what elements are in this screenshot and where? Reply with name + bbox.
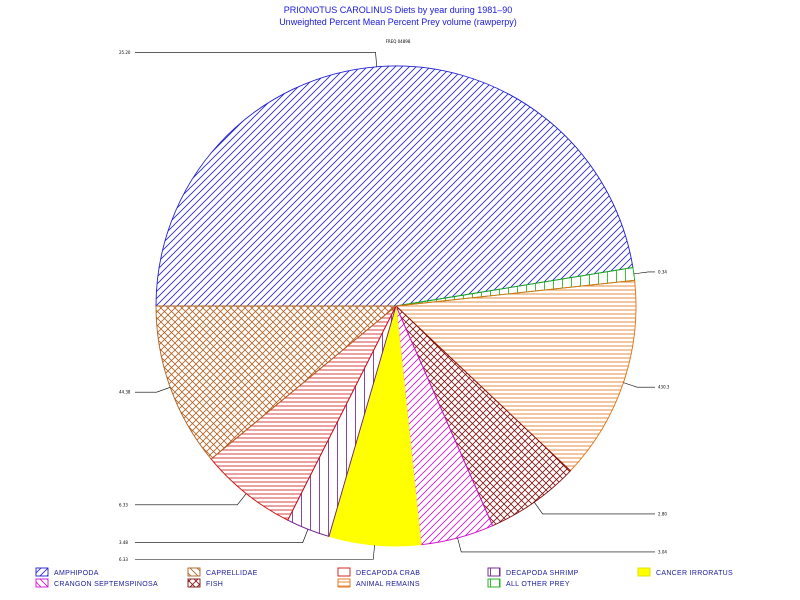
legend-swatch-decapoda-shrimp (487, 567, 501, 577)
chart-title: PRIONOTUS CAROLINUS Diets by year during… (284, 5, 513, 15)
legend-label-animal-remains: ANIMAL REMAINS (356, 581, 420, 588)
slice-label-fish: 2.80 (658, 511, 667, 516)
legend-label-crangon-septemspinosa: CRANGON SEPTEMSPINOSA (54, 581, 158, 588)
legend-label-cancer-irroratus: CANCER IRRORATUS (656, 570, 733, 577)
legend-swatch-decapoda-crab (337, 567, 351, 577)
legend-label-decapoda-shrimp: DECAPODA SHRIMP (506, 570, 579, 577)
slice-label-all-other-prey: 0.34 (658, 269, 667, 274)
legend-swatch-amphipoda (35, 567, 49, 577)
legend-swatch-fish (187, 578, 201, 588)
pie-slices (155, 65, 637, 547)
legend-swatch-animal-remains (337, 578, 351, 588)
slice-label-animal-remains: 430.3 (658, 385, 670, 390)
leader-line-cancer-irroratus (135, 545, 375, 560)
legend-label-fish: FISH (206, 581, 223, 588)
slice-label-crangon-septemspinosa: 3.04 (658, 549, 667, 554)
pie-top-label: FREQ 04898 (386, 39, 411, 44)
legend-swatch-cancer-irroratus (637, 567, 651, 577)
legend-label-all-other-prey: ALL OTHER PREY (506, 581, 570, 588)
legend: AMPHIPODA CRANGON SEPTEMSPINOSA CAPRELLIDA… (35, 567, 733, 588)
leader-line-decapoda-crab (135, 493, 247, 506)
slice-label-decapoda-shrimp: 3.48 (119, 540, 128, 545)
leader-line-animal-remains (623, 382, 655, 388)
legend-swatch-caprellidae (187, 567, 201, 577)
pie-slice-animal-remains (394, 279, 637, 472)
legend-swatch-crangon-septemspinosa (35, 578, 49, 588)
chart-subtitle: Unweighted Percent Mean Percent Prey vol… (279, 17, 517, 27)
slice-label-amphipoda: 25.20 (119, 50, 131, 55)
leader-line-amphipoda (135, 52, 378, 67)
leader-line-fish (534, 501, 655, 515)
pie-slice-amphipoda (155, 65, 634, 307)
pie-slice-caprellidae (155, 305, 398, 460)
leader-line-decapoda-shrimp (135, 529, 309, 543)
legend-swatch-all-other-prey (487, 578, 501, 588)
slice-labels: 25.20 0.34 430.3 2.80 3.04 6.33 3.48 6.33 44.38 (119, 50, 670, 562)
leader-line-caprellidae (135, 387, 171, 393)
legend-label-amphipoda: AMPHIPODA (54, 570, 99, 577)
legend-label-decapoda-crab: DECAPODA CRAB (356, 570, 420, 577)
leader-line-all-other-prey (633, 271, 655, 275)
slice-label-caprellidae: 44.38 (119, 390, 131, 395)
slice-label-decapoda-crab: 6.33 (119, 502, 128, 507)
legend-label-caprellidae: CAPRELLIDAE (206, 570, 258, 577)
leader-line-crangon-septemspinosa (457, 537, 655, 553)
slice-label-cancer-irroratus: 6.33 (119, 557, 128, 562)
